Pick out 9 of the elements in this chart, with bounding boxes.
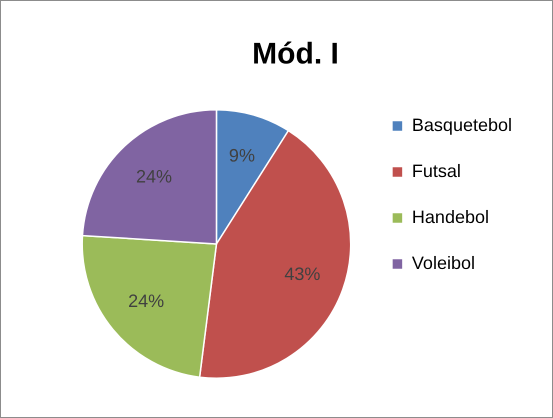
legend-label: Handebol: [412, 206, 489, 227]
data-label: 24%: [136, 166, 172, 186]
data-label: 24%: [128, 291, 164, 312]
data-label: 9%: [228, 145, 255, 166]
data-label: 43%: [284, 264, 320, 284]
legend-label: Basquetebol: [412, 114, 512, 135]
legend-label: Voleibol: [412, 252, 475, 273]
legend-label: Futsal: [412, 160, 461, 181]
chart-title: Mód. I: [252, 37, 339, 70]
